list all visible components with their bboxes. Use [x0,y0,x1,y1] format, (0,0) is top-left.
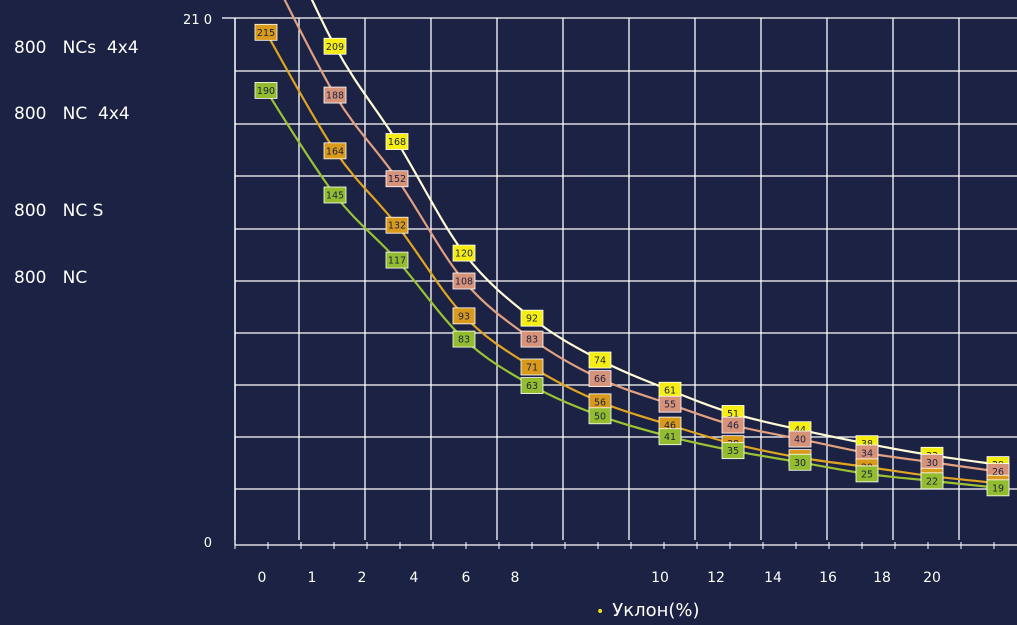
data-marker [452,330,476,348]
data-label: 108 [455,276,473,287]
data-markers: 2722091681209274615144383329245188152108… [254,23,1010,497]
data-marker [254,23,278,41]
data-marker [788,453,812,471]
data-label: 34 [861,448,873,459]
data-marker [658,428,682,446]
series-line-2 [265,31,999,485]
data-marker [452,244,476,262]
data-marker [385,170,409,188]
data-marker [385,216,409,234]
data-marker [520,358,544,376]
data-label: 30 [794,458,806,469]
series-lines [265,0,999,489]
data-marker [323,186,347,204]
y-tick-label-bottom: 0 [204,536,212,551]
data-marker [588,351,612,369]
x-axis-label: Уклон(%) [612,600,700,621]
axes: 21 0 0 [183,13,1017,551]
data-marker [855,465,879,483]
x-tick-label: 0 [258,570,267,586]
data-marker [323,37,347,55]
data-label: 145 [326,190,344,201]
x-axis-title: • Уклон(%) [596,600,700,621]
data-label: 93 [458,311,470,322]
x-tick-label: 4 [410,570,419,586]
data-label: 190 [257,86,275,97]
x-tick-label: 10 [651,570,669,586]
data-label: 92 [526,314,538,325]
data-label: 71 [526,362,538,373]
data-label: 46 [727,421,739,432]
data-label: 30 [926,458,938,469]
data-label: 83 [458,335,470,346]
data-marker [254,82,278,99]
data-label: 61 [664,386,676,397]
data-marker [452,272,476,290]
data-label: 46 [664,421,676,432]
data-label: 132 [388,221,406,232]
x-tick-label: 12 [707,570,725,586]
legend-label-nc-s: 800 NC S [14,201,104,221]
data-label: 25 [861,469,873,480]
x-tick-label: 20 [923,570,941,586]
data-label: 164 [326,146,344,157]
data-label: 83 [526,335,538,346]
x-tick-label: 1 [308,570,317,586]
data-label: 168 [388,137,406,148]
data-label: 40 [794,435,806,446]
bullet-icon: • [596,604,605,620]
x-tick-label: 16 [819,570,837,586]
data-marker [588,407,612,425]
x-tick-label: 2 [358,570,367,586]
grid [234,17,1017,540]
data-marker [721,416,745,434]
data-marker [323,142,347,160]
x-tick-label: 6 [462,570,471,586]
data-marker [385,251,409,269]
x-tick-label: 18 [873,570,891,586]
data-label: 74 [594,356,606,367]
data-label: 209 [326,42,344,53]
data-label: 35 [727,446,739,457]
data-label: 152 [388,174,406,185]
data-marker [520,377,544,394]
data-label: 120 [455,249,473,260]
x-tick-label: 8 [511,570,520,586]
data-marker [721,442,745,460]
x-tick-labels: 0 1 2 4 6 8 10 12 14 16 18 20 [258,570,941,586]
data-label: 117 [388,256,406,267]
data-label: 55 [664,400,676,411]
data-label: 26 [992,467,1004,478]
x-tick-label: 14 [764,570,782,586]
data-marker [323,86,347,104]
data-label: 188 [326,91,344,102]
data-label: 51 [727,409,739,420]
data-label: 41 [664,432,676,443]
legend-label-nc-4x4: 800 NC 4x4 [14,104,130,124]
data-marker [452,307,476,325]
data-marker [520,309,544,327]
data-marker [658,395,682,413]
data-marker [788,430,812,448]
data-label: 50 [594,411,606,422]
data-label: 215 [257,28,275,39]
data-label: 66 [594,374,606,385]
y-tick-label-top: 21 0 [183,13,212,28]
data-label: 63 [526,381,538,392]
data-marker [986,479,1010,497]
data-marker [520,330,544,348]
data-label: 56 [594,397,606,408]
legend-label-nc: 800 NC [14,268,88,288]
data-marker [920,472,944,490]
data-label: 22 [926,476,938,487]
data-marker [588,370,612,388]
series-line-0 [310,0,999,466]
legend-label-ncs-4x4: 800 NCs 4x4 [14,38,139,58]
data-marker [385,133,409,150]
data-label: 19 [992,483,1004,494]
